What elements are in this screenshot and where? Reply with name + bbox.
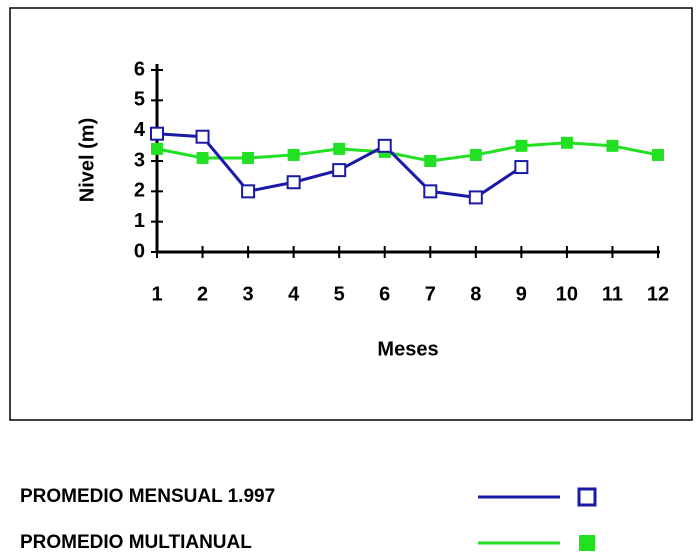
marker — [287, 148, 300, 161]
marker — [332, 163, 347, 178]
x-tick-label: 1 — [151, 283, 162, 305]
x-tick-label: 2 — [197, 283, 208, 305]
series-line — [156, 141, 659, 163]
marker — [469, 148, 482, 161]
marker — [333, 142, 346, 155]
marker — [151, 142, 163, 155]
y-tick-label: 4 — [134, 119, 146, 141]
x-tick-label: 12 — [647, 283, 669, 305]
y-tick-label: 0 — [134, 240, 145, 262]
y-tick-label: 6 — [134, 58, 145, 80]
marker — [242, 151, 255, 164]
y-tick-label: 5 — [134, 89, 145, 111]
marker — [286, 175, 301, 190]
y-tick-label: 3 — [134, 149, 145, 171]
x-tick-label: 8 — [470, 283, 481, 305]
marker — [195, 129, 210, 144]
marker — [579, 535, 595, 551]
marker — [377, 138, 392, 153]
plot-frame — [9, 7, 693, 421]
marker — [196, 151, 209, 164]
x-tick-label: 6 — [379, 283, 390, 305]
legend-label: PROMEDIO MULTIANUAL — [20, 532, 252, 553]
x-tick-label: 7 — [425, 283, 436, 305]
marker — [423, 184, 438, 199]
y-axis-label: Nivel (m) — [76, 118, 98, 202]
marker — [514, 160, 529, 175]
marker — [652, 148, 664, 161]
x-axis-label: Meses — [377, 338, 438, 360]
marker — [424, 155, 437, 167]
y-tick-label: 2 — [134, 180, 145, 202]
y-tick-label: 1 — [134, 210, 145, 232]
marker — [150, 126, 164, 141]
marker — [606, 139, 619, 152]
x-tick-label: 11 — [602, 283, 623, 305]
x-tick-label: 5 — [334, 283, 345, 305]
x-tick-label: 10 — [556, 283, 578, 305]
marker — [577, 487, 597, 507]
marker — [468, 190, 483, 205]
x-tick-label: 3 — [243, 283, 254, 305]
marker — [515, 139, 528, 152]
marker — [241, 184, 256, 199]
marker — [560, 136, 573, 149]
x-tick-label: 9 — [516, 283, 527, 305]
x-tick-label: 4 — [288, 283, 300, 305]
legend-label: PROMEDIO MENSUAL 1.997 — [20, 486, 275, 507]
